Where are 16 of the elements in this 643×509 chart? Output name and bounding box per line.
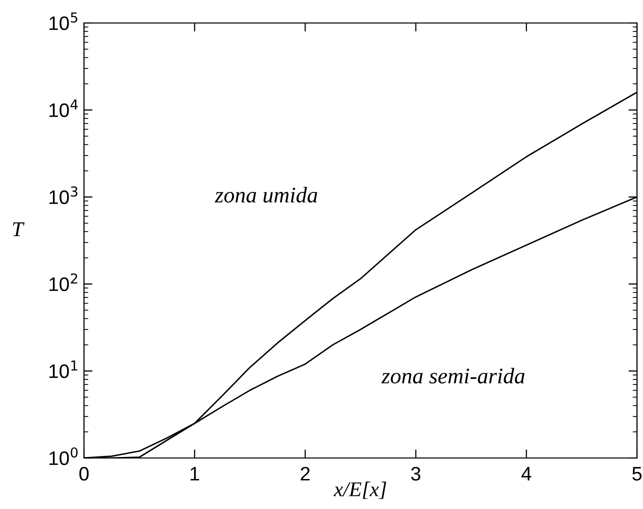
y-tick-label: 10$^{2}$ — [50, 273, 78, 292]
x-tick-label: 3 — [411, 466, 420, 481]
x-tick-label: 2 — [300, 466, 310, 480]
y-tick-label: 10$^{1}$ — [50, 360, 78, 378]
y-tick-label: 10$^{4}$ — [50, 100, 78, 118]
annotation: zona umida — [214, 186, 318, 203]
y-tick-label: 10$^{5}$ — [50, 12, 78, 30]
x-tick-label: 1 — [190, 467, 200, 480]
y-tick-label: 10$^{0}$ — [50, 447, 78, 466]
x-tick-label: 0 — [79, 466, 89, 481]
x-tick-label: 5 — [632, 467, 642, 481]
annotation: zona semi-arida — [381, 368, 524, 384]
y-tick-label: 10$^{3}$ — [50, 186, 78, 204]
x-axis-title: x/E[x] — [334, 482, 386, 499]
y-axis-title: T — [13, 222, 24, 236]
x-tick-label: 4 — [521, 467, 532, 480]
